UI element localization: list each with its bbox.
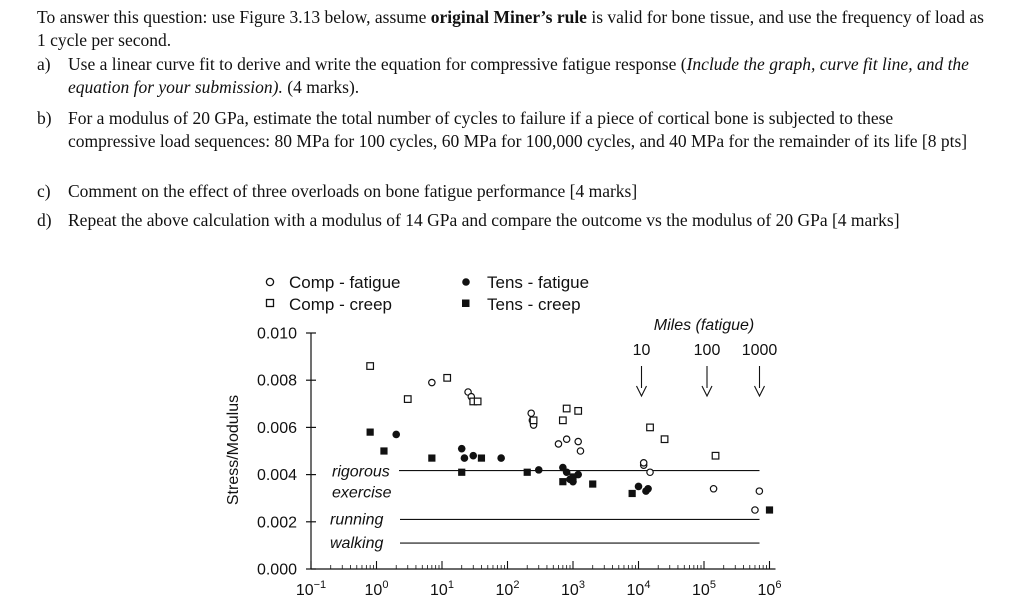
ref-label-running: running [330,511,383,528]
intro-text-end: is valid for bone tissue, and use the fr… [37,7,984,50]
ref-label-rigorous: rigorous [332,464,390,481]
comp-creep-point [660,435,669,444]
x-tick-label: 106 [758,579,782,599]
tens-fatigue-point [644,484,652,493]
comp-creep-point [558,416,567,425]
x-tick-label: 10−1 [296,579,326,599]
miles-marker-1000: 1000 [742,342,778,359]
comp-fatigue-point [751,506,759,514]
comp-fatigue-point [639,458,648,467]
legend: Comp - fatigue Comp - creep Tens - fatig… [265,273,589,314]
comp-creep-point [646,423,654,432]
x-tick-label: 103 [561,579,585,599]
tens-creep-point [569,473,577,481]
data-points [366,362,774,514]
tens-fatigue-point [457,444,466,453]
ref-label-walking: walking [330,535,383,552]
part-a-text: Use a linear curve fit to derive and wri… [68,53,973,98]
comp-creep-point [562,404,571,413]
x-tick-label: 101 [430,579,454,599]
comp-fatigue-point [709,484,718,493]
comp-fatigue-point [646,468,654,477]
axes [310,333,776,570]
y-tick-label: 0.002 [257,514,297,531]
part-d-text: Repeat the above calculation with a modu… [68,210,900,230]
down-arrow-head-icon [754,385,765,398]
part-c-text: Comment on the effect of three overloads… [68,181,638,201]
tens-fatigue-point [469,451,478,460]
tens-creep-point [380,447,388,455]
reference-lines: rigorous exercise running walking [330,464,760,552]
y-axis-label: Stress/Modulus [225,395,242,505]
comp-creep-point [403,395,412,403]
part-a-italic: Include the graph, curve fit line, and t… [68,54,969,97]
tens-creep-point [458,468,466,476]
comp-creep-point [711,451,720,460]
intro-bold-miners-rule: original Miner’s rule [430,7,587,27]
tens-creep-point [628,489,636,498]
tens-creep-point [366,428,374,436]
legend-comp-creep: Comp - creep [289,295,392,314]
miles-annotation: Miles (fatigue) 10 100 1000 [633,317,778,398]
down-arrow-head-icon [701,385,713,398]
tens-fatigue-point [392,430,401,439]
part-a-text-start: Use a linear curve fit to derive and wri… [68,54,687,74]
miles-title: Miles (fatigue) [654,317,754,334]
tens-creep-point [765,506,774,514]
x-tick-labels: 10−1 100 101 102 103 104 105 106 [296,561,782,599]
comp-fatigue-point [527,409,535,418]
x-tick-label: 100 [365,579,389,599]
legend-filled-square-icon [462,299,470,307]
y-tick-labels: 0.000 0.002 0.004 0.006 0.008 0.010 [257,326,316,579]
x-tick-label: 104 [627,579,651,599]
tens-creep-point [589,480,597,488]
tens-fatigue-point [460,454,469,462]
tens-creep-point [477,454,486,462]
part-b-label: b) [37,108,52,128]
x-tick-label: 102 [496,579,520,599]
comp-creep-point [574,406,583,415]
part-a-marks: (4 marks). [282,76,360,97]
tens-creep-point [428,454,436,462]
y-tick-label: 0.008 [257,373,297,390]
part-a-label: a) [37,54,51,74]
comp-fatigue-point [428,378,436,387]
legend-tens-fatigue: Tens - fatigue [487,273,589,292]
question-intro: To answer this question: use Figure 3.13… [37,6,992,51]
comp-creep-point [366,362,375,370]
comp-fatigue-point [576,447,585,455]
miles-marker-100: 100 [694,342,721,359]
miles-marker-10: 10 [633,342,651,359]
y-tick-label: 0.000 [257,562,297,579]
tens-creep-point [559,478,567,486]
y-tick-label: 0.004 [257,467,297,484]
comp-fatigue-point [554,440,563,448]
part-d-label: d) [37,210,52,230]
comp-creep-point [443,373,452,382]
legend-tens-creep: Tens - creep [487,295,581,314]
legend-comp-fatigue: Comp - fatigue [289,273,401,292]
ref-label-exercise: exercise [332,485,392,502]
tens-creep-point [523,468,531,476]
tens-fatigue-point [534,466,543,474]
legend-open-circle-icon [265,277,275,287]
part-c-label: c) [37,181,51,201]
tens-fatigue-point [562,468,571,477]
comp-fatigue-point [562,435,571,444]
comp-fatigue-point [574,437,582,446]
down-arrow-head-icon [636,385,647,398]
legend-filled-circle-icon [462,278,470,286]
tens-fatigue-point [497,454,505,462]
intro-text-start: To answer this question: use Figure 3.13… [37,7,431,27]
y-tick-label: 0.010 [257,326,297,343]
comp-creep-point [473,397,482,406]
comp-creep-point [529,416,538,425]
part-b-text: For a modulus of 20 GPa, estimate the to… [68,108,968,151]
tens-fatigue-point [634,482,643,491]
comp-fatigue-point [755,487,764,495]
legend-open-square-icon [265,298,275,308]
x-tick-label: 105 [692,579,716,599]
y-tick-label: 0.006 [257,420,297,437]
